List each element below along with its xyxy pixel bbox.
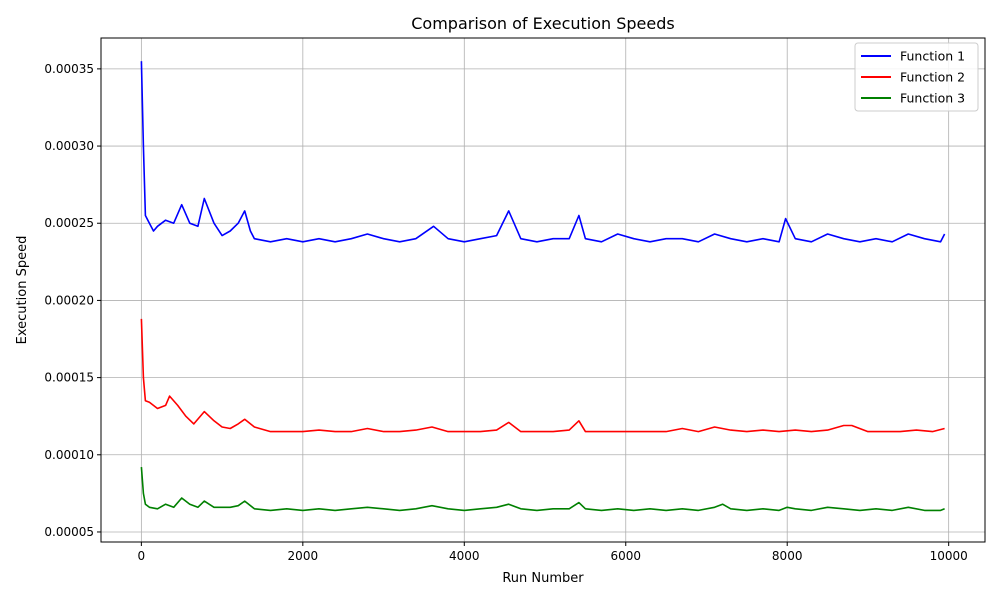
legend-label-function-3: Function 3: [900, 91, 965, 106]
series-line-function-2: [140, 318, 945, 433]
chart-title: Comparison of Execution Speeds: [411, 14, 674, 33]
y-axis-label: Execution Speed: [15, 236, 30, 345]
x-tick-label: 10000: [930, 549, 968, 563]
legend: Function 1 Function 2 Function 3: [854, 42, 979, 112]
legend-label-function-2: Function 2: [900, 70, 965, 85]
y-tick-label: 0.00020: [44, 293, 94, 307]
series-lines: [140, 61, 946, 512]
legend-box: [854, 42, 979, 112]
y-tick-label: 0.00030: [44, 139, 94, 153]
y-tick-label: 0.00005: [44, 525, 94, 539]
x-tick-label: 8000: [772, 549, 803, 563]
x-axis-label: Run Number: [502, 571, 584, 586]
series-line-function-3: [140, 467, 945, 512]
series-line-function-1: [140, 61, 946, 243]
x-tick-label: 0: [138, 549, 146, 563]
axis-ticks: 0 2000 4000 6000 8000 10000 0.00005 0.00010 0.00…: [44, 62, 967, 563]
y-tick-label: 0.00025: [44, 216, 94, 230]
y-tick-label: 0.00035: [44, 62, 94, 76]
legend-label-function-1: Function 1: [900, 49, 965, 64]
x-tick-label: 2000: [288, 549, 319, 563]
y-tick-label: 0.00015: [44, 371, 94, 385]
x-tick-label: 6000: [610, 549, 641, 563]
y-tick-label: 0.00010: [44, 448, 94, 462]
x-tick-label: 4000: [449, 549, 480, 563]
plot-area-frame: [100, 37, 986, 543]
grid-lines: [101, 38, 985, 542]
